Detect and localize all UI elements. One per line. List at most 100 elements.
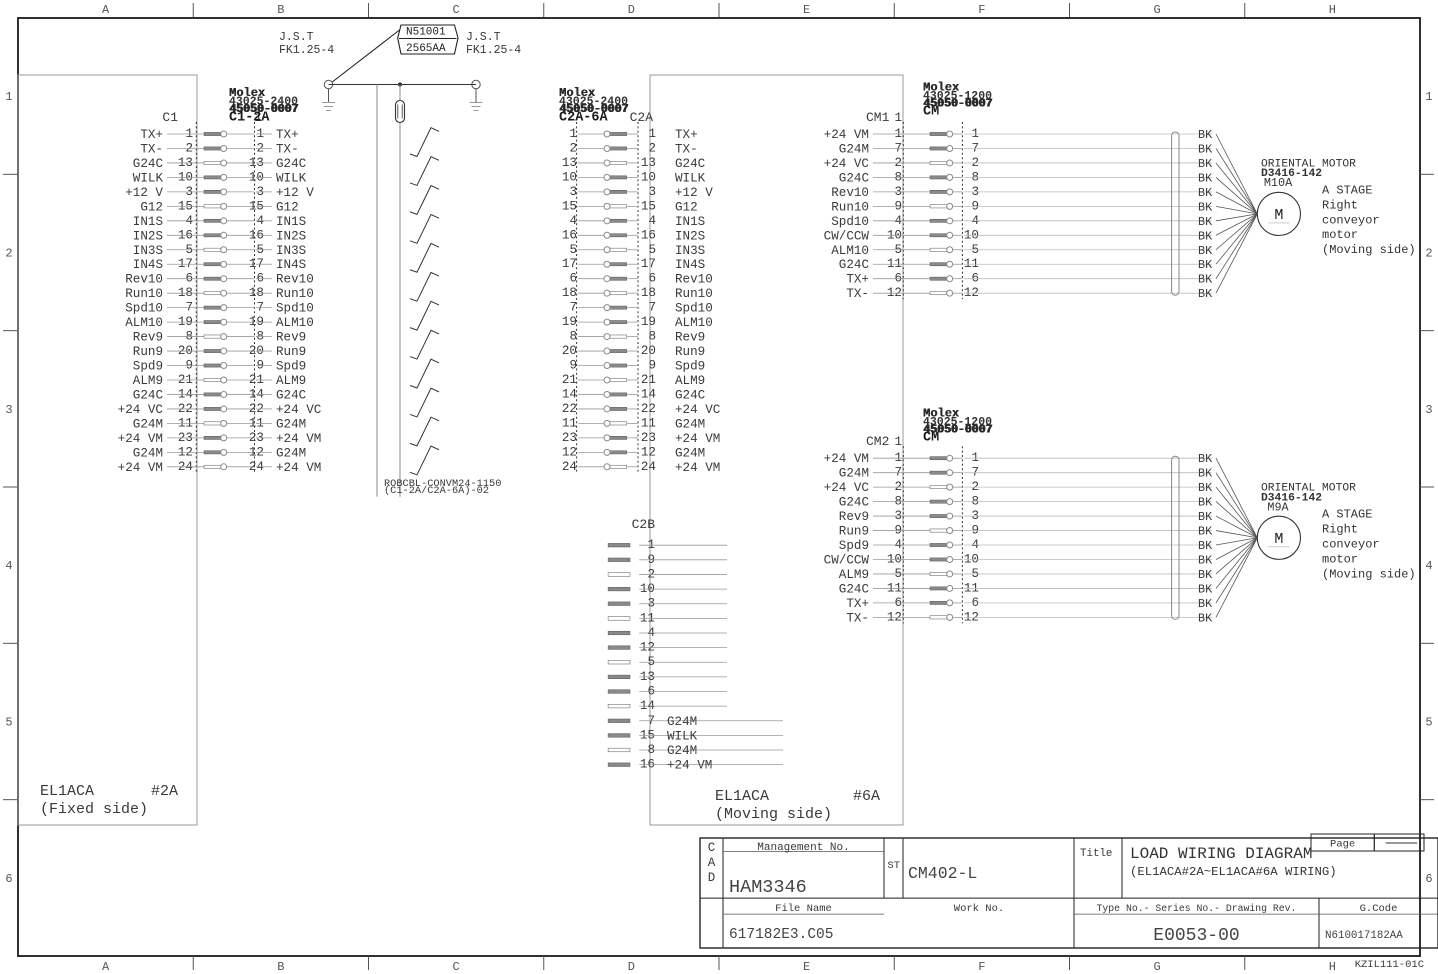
svg-text:FK1.25-4: FK1.25-4 [279, 44, 334, 57]
svg-text:IN1S: IN1S [133, 215, 163, 229]
svg-text:12: 12 [562, 445, 577, 459]
svg-text:23: 23 [641, 431, 656, 445]
svg-text:BK: BK [1198, 186, 1213, 200]
svg-text:CM2: CM2 [866, 434, 889, 449]
svg-text:IN4S: IN4S [133, 258, 163, 272]
svg-text:TX+: TX+ [675, 128, 698, 142]
svg-text:18: 18 [641, 286, 656, 300]
svg-text:Run10: Run10 [831, 200, 869, 214]
svg-text:WILK: WILK [133, 171, 164, 185]
svg-text:13: 13 [641, 156, 656, 170]
svg-text:(C1-2A/C2A-6A)-02: (C1-2A/C2A-6A)-02 [384, 485, 489, 497]
svg-text:BK: BK [1198, 215, 1213, 229]
svg-text:G24M: G24M [839, 467, 869, 481]
svg-text:motor: motor [1322, 228, 1358, 242]
svg-text:HAM3346: HAM3346 [729, 877, 807, 898]
svg-text:BK: BK [1198, 510, 1213, 524]
svg-text:M10A: M10A [1264, 176, 1293, 190]
svg-text:G24C: G24C [839, 582, 870, 596]
svg-text:Run9: Run9 [839, 525, 869, 539]
svg-text:17: 17 [562, 257, 577, 271]
svg-text:A STAGE: A STAGE [1322, 508, 1372, 522]
svg-text:IN1S: IN1S [675, 215, 705, 229]
svg-text:1: 1 [5, 90, 12, 104]
svg-text:Work No.: Work No. [954, 903, 1004, 915]
svg-text:Rev9: Rev9 [133, 331, 163, 345]
svg-text:3: 3 [648, 185, 656, 199]
svg-text:G24C: G24C [133, 388, 164, 402]
svg-text:G24C: G24C [276, 157, 307, 171]
svg-text:7: 7 [648, 301, 656, 315]
svg-text:A: A [708, 856, 716, 870]
svg-text:M: M [1274, 207, 1283, 224]
svg-text:TX-: TX- [675, 142, 698, 156]
svg-text:BK: BK [1198, 452, 1213, 466]
svg-text:+24 VM: +24 VM [824, 128, 869, 142]
svg-text:BK: BK [1198, 539, 1213, 553]
svg-text:TX+: TX+ [846, 273, 869, 287]
svg-text:10: 10 [641, 170, 656, 184]
svg-text:13: 13 [562, 156, 577, 170]
svg-text:BK: BK [1198, 597, 1213, 611]
svg-text:22: 22 [641, 402, 656, 416]
svg-text:2: 2 [1425, 247, 1432, 261]
svg-text:ALM10: ALM10 [125, 316, 163, 330]
svg-text:BK: BK [1198, 611, 1213, 625]
svg-text:+24 VM: +24 VM [276, 432, 321, 446]
svg-text:+24 VM: +24 VM [276, 461, 321, 475]
svg-text:Run9: Run9 [675, 345, 705, 359]
svg-text:10: 10 [562, 170, 577, 184]
svg-text:G24M: G24M [667, 744, 697, 758]
svg-text:ALM9: ALM9 [839, 568, 869, 582]
svg-text:20: 20 [562, 344, 577, 358]
svg-text:F: F [978, 3, 985, 17]
svg-text:G24C: G24C [675, 157, 706, 171]
svg-text:7: 7 [569, 301, 577, 315]
svg-text:2: 2 [648, 141, 656, 155]
svg-text:IN3S: IN3S [276, 244, 306, 258]
svg-text:#6A: #6A [853, 788, 880, 805]
svg-text:Spd9: Spd9 [133, 360, 163, 374]
svg-text:Spd10: Spd10 [276, 302, 314, 316]
svg-text:TX-: TX- [140, 142, 163, 156]
svg-text:(Fixed side): (Fixed side) [40, 801, 148, 818]
svg-text:G12: G12 [140, 200, 163, 214]
svg-text:N51001: N51001 [406, 27, 446, 39]
svg-text:#2A: #2A [151, 783, 178, 800]
svg-text:4: 4 [569, 214, 577, 228]
svg-text:21: 21 [641, 373, 656, 387]
svg-text:BK: BK [1198, 582, 1213, 596]
svg-text:19: 19 [641, 315, 656, 329]
svg-text:C1-2A: C1-2A [229, 110, 270, 125]
svg-text:G24M: G24M [675, 417, 705, 431]
svg-text:3: 3 [569, 185, 577, 199]
svg-text:Run9: Run9 [276, 345, 306, 359]
svg-text:G24M: G24M [276, 446, 306, 460]
svg-text:+24 VC: +24 VC [118, 403, 164, 417]
svg-text:+24 VM: +24 VM [675, 432, 720, 446]
svg-text:+12 V: +12 V [675, 186, 713, 200]
svg-text:BK: BK [1198, 229, 1213, 243]
svg-text:+24 VM: +24 VM [667, 759, 712, 773]
svg-text:24: 24 [641, 460, 656, 474]
svg-text:J.S.T: J.S.T [279, 31, 314, 44]
svg-text:D: D [628, 3, 635, 17]
svg-text:EL1ACA: EL1ACA [40, 783, 94, 800]
svg-text:BK: BK [1198, 142, 1213, 156]
svg-text:File Name: File Name [775, 903, 832, 915]
svg-text:15: 15 [641, 199, 656, 213]
svg-text:9: 9 [648, 359, 656, 373]
svg-text:Right: Right [1322, 523, 1358, 537]
svg-text:C2A: C2A [630, 110, 654, 125]
svg-text:CM1: CM1 [866, 110, 890, 125]
svg-text:12: 12 [641, 445, 656, 459]
svg-text:+24 VM: +24 VM [824, 452, 869, 466]
svg-text:C2B: C2B [632, 517, 656, 532]
svg-text:Rev10: Rev10 [831, 186, 869, 200]
svg-text:1: 1 [894, 435, 902, 449]
svg-text:18: 18 [562, 286, 577, 300]
svg-text:WILK: WILK [667, 729, 698, 743]
svg-text:KZIL111-01C: KZIL111-01C [1355, 959, 1424, 971]
svg-text:8: 8 [648, 330, 656, 344]
svg-text:G24M: G24M [133, 446, 163, 460]
